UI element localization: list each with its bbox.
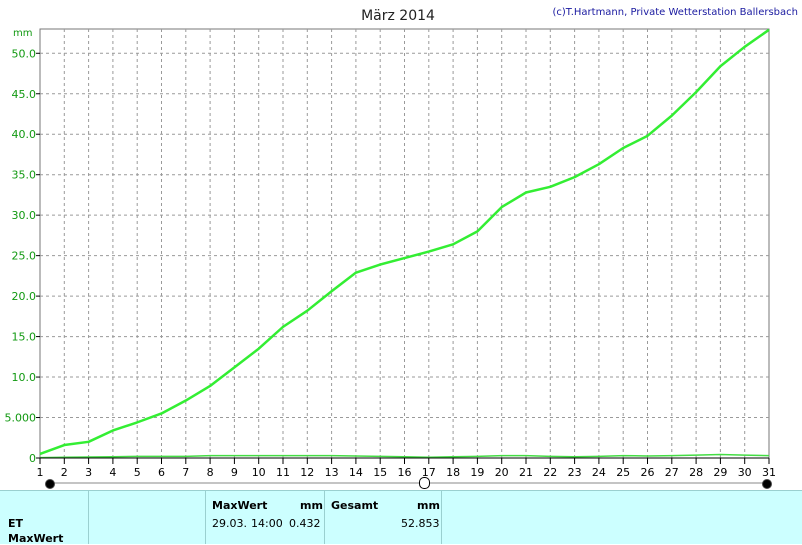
max-value: 0.432 xyxy=(289,517,321,530)
y-tick-label: 30.0 xyxy=(12,209,37,222)
x-tick-label: 6 xyxy=(158,466,165,479)
series-line-et xyxy=(39,28,770,456)
x-tick-label: 18 xyxy=(446,466,460,479)
plot-area xyxy=(39,28,770,459)
y-unit-label: mm xyxy=(13,28,32,39)
chart: März 2014 (c)T.Hartmann, Private Wetters… xyxy=(5,7,798,484)
x-tick-label: 19 xyxy=(470,466,484,479)
secondary-line xyxy=(39,453,770,459)
x-tick-label: 27 xyxy=(665,466,679,479)
x-tick-label: 12 xyxy=(300,466,314,479)
y-tick-label: 5.000 xyxy=(5,412,37,425)
x-tick-label: 24 xyxy=(592,466,606,479)
max-time: 14:00 xyxy=(251,517,283,530)
total-header: Gesamt xyxy=(331,499,379,512)
x-tick-label: 25 xyxy=(616,466,630,479)
max-header: MaxWert xyxy=(212,499,268,512)
x-tick-label: 23 xyxy=(568,466,582,479)
y-tick-label: 45.0 xyxy=(12,88,37,101)
x-tick-label: 16 xyxy=(398,466,412,479)
x-tick-label: 5 xyxy=(134,466,141,479)
y-tick-label: 20.0 xyxy=(12,290,37,303)
x-tick-label: 30 xyxy=(738,466,752,479)
slider-end-handle[interactable] xyxy=(762,479,772,489)
x-tick-label: 26 xyxy=(641,466,655,479)
y-axis: 0 5.000 10.0 15.0 20.0 25.0 30.0 35.0 40.0 45.0 50… xyxy=(5,47,40,465)
total-unit: mm xyxy=(417,499,440,512)
x-tick-label: 15 xyxy=(373,466,387,479)
x-tick-label: 31 xyxy=(762,466,776,479)
x-tick-label: 22 xyxy=(543,466,557,479)
max-date: 29.03. xyxy=(212,517,247,530)
x-tick-label: 11 xyxy=(276,466,290,479)
x-tick-label: 4 xyxy=(109,466,116,479)
summary-panel: ET MaxWert MaxWert mm 29.03. 14:00 0.432… xyxy=(0,490,802,545)
x-tick-label: 14 xyxy=(349,466,363,479)
y-tick-label: 35.0 xyxy=(12,169,37,182)
chart-title: März 2014 xyxy=(361,8,435,24)
y-tick-label: 25.0 xyxy=(12,250,37,263)
x-tick-label: 28 xyxy=(689,466,703,479)
x-tick-label: 10 xyxy=(252,466,266,479)
y-tick-label: 15.0 xyxy=(12,331,37,344)
copyright-text: (c)T.Hartmann, Private Wetterstation Bal… xyxy=(552,7,798,18)
panel-row-label-maxwert: MaxWert xyxy=(8,532,64,545)
x-tick-label: 3 xyxy=(85,466,92,479)
x-tick-label: 2 xyxy=(61,466,68,479)
x-tick-label: 17 xyxy=(422,466,436,479)
x-tick-label: 9 xyxy=(231,466,238,479)
total-value: 52.853 xyxy=(401,517,440,530)
panel-row-label-et: ET xyxy=(8,517,24,530)
x-tick-label: 21 xyxy=(519,466,533,479)
slider-thumb[interactable] xyxy=(419,477,430,489)
x-axis: 1 2 3 4 5 6 7 8 9 10 11 12 13 14 15 16 17 18 19 20 21 22 23 24 2… xyxy=(37,458,776,479)
slider-start-handle[interactable] xyxy=(45,479,55,489)
x-tick-label: 8 xyxy=(207,466,214,479)
y-tick-label: 0 xyxy=(29,452,36,465)
max-unit: mm xyxy=(300,499,323,512)
x-tick-label: 20 xyxy=(495,466,509,479)
x-tick-label: 7 xyxy=(182,466,189,479)
y-tick-label: 40.0 xyxy=(12,128,37,141)
series-layer xyxy=(39,28,770,459)
x-tick-label: 29 xyxy=(713,466,727,479)
y-tick-label: 10.0 xyxy=(12,371,37,384)
y-tick-label: 50.0 xyxy=(12,47,37,60)
x-tick-label: 13 xyxy=(325,466,339,479)
x-tick-label: 1 xyxy=(37,466,44,479)
